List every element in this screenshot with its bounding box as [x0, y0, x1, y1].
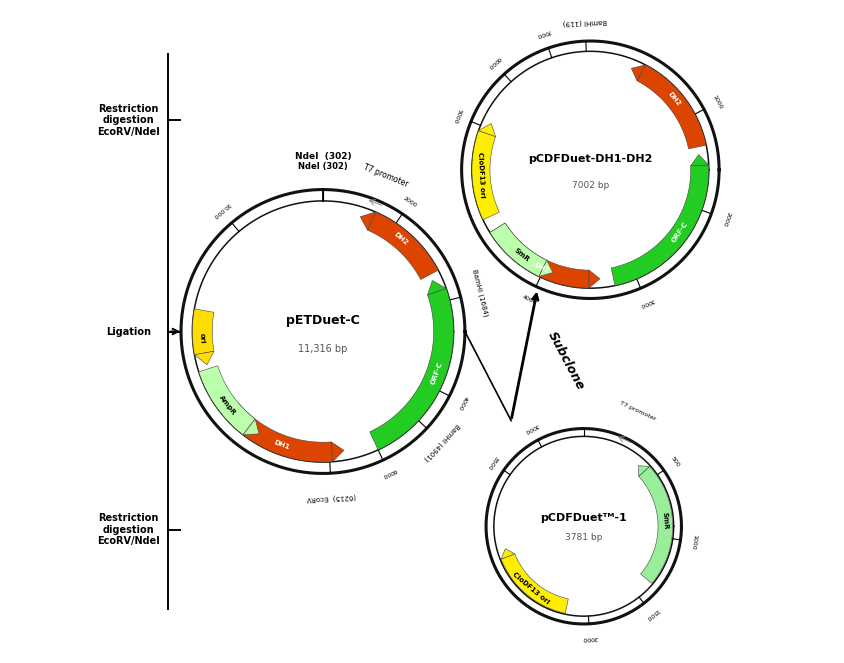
Text: 11,316 bp: 11,316 bp	[298, 343, 348, 353]
Text: DH1: DH1	[273, 440, 290, 450]
Polygon shape	[243, 419, 259, 435]
Text: pCDFDuetᵀᴹ-1: pCDFDuetᵀᴹ-1	[540, 513, 627, 524]
Text: 4000: 4000	[522, 295, 538, 306]
Text: CloDF13 ori: CloDF13 ori	[477, 152, 485, 198]
Polygon shape	[194, 351, 214, 365]
Text: (6215)  EcoRV: (6215) EcoRV	[307, 493, 356, 502]
Polygon shape	[427, 280, 446, 295]
Text: DH2: DH2	[392, 231, 408, 247]
Text: 1000: 1000	[711, 94, 723, 110]
Polygon shape	[360, 212, 376, 230]
Text: 3500: 3500	[486, 455, 499, 470]
Text: BamHI (4901): BamHI (4901)	[422, 422, 460, 462]
Polygon shape	[472, 131, 500, 220]
Text: 6000: 6000	[486, 56, 501, 70]
Text: NdeI  (302): NdeI (302)	[295, 152, 351, 161]
Polygon shape	[539, 260, 553, 276]
Polygon shape	[367, 212, 438, 280]
Text: 4000: 4000	[457, 394, 468, 410]
Text: 7000: 7000	[535, 29, 552, 38]
Polygon shape	[331, 442, 344, 461]
Polygon shape	[589, 270, 600, 288]
Polygon shape	[501, 554, 568, 613]
Polygon shape	[192, 309, 214, 355]
Text: 7002 bp: 7002 bp	[571, 181, 609, 190]
Text: CloDF13 ori: CloDF13 ori	[511, 572, 550, 606]
Text: DH1: DH1	[533, 261, 550, 274]
Text: 2000: 2000	[721, 211, 731, 227]
Text: ori: ori	[199, 332, 206, 343]
Text: 3000: 3000	[523, 422, 539, 434]
Text: DH2: DH2	[667, 91, 682, 107]
Text: 2000: 2000	[403, 196, 418, 208]
Text: 1500: 1500	[645, 607, 660, 621]
Text: T7 promoter: T7 promoter	[362, 163, 409, 189]
Polygon shape	[490, 223, 589, 288]
Text: 3000: 3000	[639, 297, 655, 308]
Polygon shape	[370, 288, 453, 450]
Polygon shape	[199, 366, 255, 435]
Text: 500: 500	[669, 456, 680, 469]
Text: SmR: SmR	[662, 512, 668, 530]
Polygon shape	[631, 65, 646, 81]
Text: SmR: SmR	[512, 247, 530, 263]
Polygon shape	[690, 154, 709, 166]
Polygon shape	[638, 465, 650, 476]
Text: 5000: 5000	[452, 107, 462, 124]
Text: pCDFDuet-DH1-DH2: pCDFDuet-DH1-DH2	[528, 154, 652, 164]
Polygon shape	[639, 467, 673, 583]
Text: Ligation: Ligation	[106, 326, 151, 337]
Text: ORF-C: ORF-C	[671, 221, 690, 244]
Text: T7 promoter: T7 promoter	[619, 400, 657, 422]
Text: 10,000: 10,000	[211, 201, 230, 219]
Text: 3781 bp: 3781 bp	[565, 534, 603, 542]
Text: Subclone: Subclone	[545, 330, 587, 392]
Polygon shape	[611, 165, 709, 286]
Polygon shape	[501, 549, 515, 559]
Text: 6000: 6000	[381, 467, 397, 479]
Polygon shape	[490, 223, 547, 276]
Text: NdeI (302): NdeI (302)	[298, 162, 348, 171]
Text: pETDuet-C: pETDuet-C	[286, 314, 360, 327]
Text: BamHI (1684): BamHI (1684)	[471, 268, 489, 317]
Text: 2000: 2000	[582, 634, 598, 640]
Text: ORF-C: ORF-C	[430, 361, 443, 385]
Text: Restriction
digestion
EcoRV/NdeI: Restriction digestion EcoRV/NdeI	[97, 513, 160, 546]
Text: AmpR: AmpR	[219, 394, 237, 417]
Polygon shape	[223, 402, 333, 462]
Text: Restriction
digestion
EcoRV/NdeI: Restriction digestion EcoRV/NdeI	[97, 103, 160, 137]
Polygon shape	[637, 65, 706, 149]
Text: 1000: 1000	[690, 534, 698, 550]
Polygon shape	[479, 123, 495, 137]
Text: BamHI (119): BamHI (119)	[563, 18, 608, 26]
